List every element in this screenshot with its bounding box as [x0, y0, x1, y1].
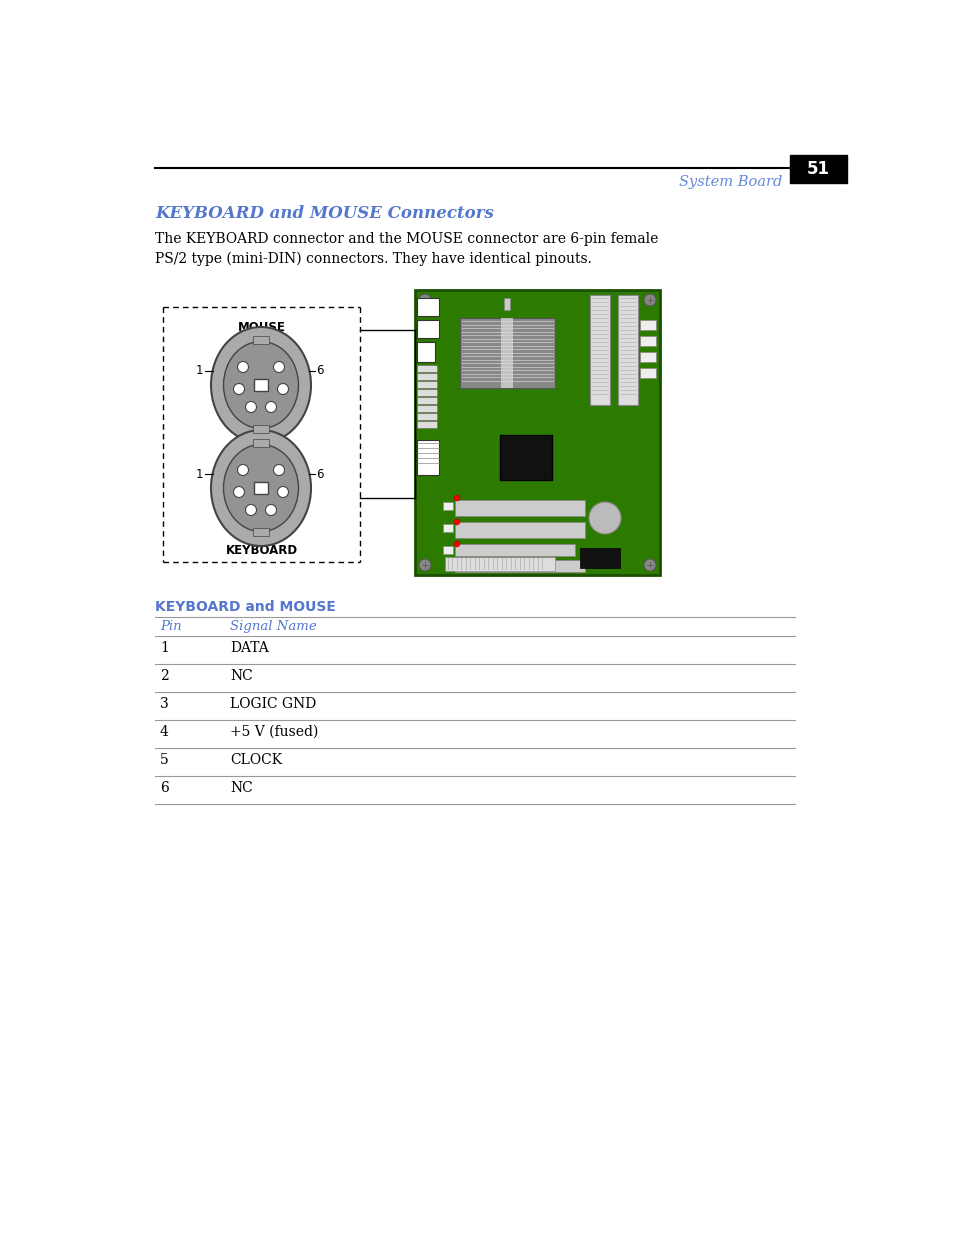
Bar [416, 412, 436, 420]
Text: 2: 2 [160, 669, 169, 683]
Bar [455, 522, 584, 538]
Bar [639, 352, 656, 362]
Bar [415, 290, 659, 576]
Text: KEYBOARD and MOUSE Connectors: KEYBOARD and MOUSE Connectors [154, 205, 494, 222]
Bar [444, 557, 555, 571]
Text: 6: 6 [315, 468, 323, 480]
Bar [639, 368, 656, 378]
Text: 5: 5 [160, 753, 169, 767]
Text: 4: 4 [160, 725, 169, 739]
Bar [455, 543, 575, 556]
Bar [253, 482, 268, 494]
Text: NC: NC [230, 669, 253, 683]
Bar [416, 440, 438, 475]
Bar [416, 389, 436, 396]
Ellipse shape [211, 430, 311, 546]
Text: 1: 1 [195, 364, 203, 378]
Circle shape [454, 495, 459, 501]
Circle shape [265, 505, 276, 515]
Text: +5 V (fused): +5 V (fused) [230, 725, 318, 739]
Circle shape [233, 384, 244, 394]
Bar [253, 527, 269, 536]
Text: NC: NC [230, 781, 253, 795]
Bar [253, 379, 268, 391]
Bar [253, 425, 269, 432]
Text: PS/2 type (mini-DIN) connectors. They have identical pinouts.: PS/2 type (mini-DIN) connectors. They ha… [154, 252, 591, 267]
Circle shape [454, 541, 459, 547]
Circle shape [265, 401, 276, 412]
Text: 3: 3 [160, 697, 169, 711]
Text: The KEYBOARD connector and the MOUSE connector are 6-pin female: The KEYBOARD connector and the MOUSE con… [154, 232, 658, 246]
Text: 6: 6 [315, 364, 323, 378]
Bar [500, 317, 513, 388]
Bar [639, 336, 656, 346]
Bar [416, 405, 436, 412]
Text: 6: 6 [160, 781, 169, 795]
Bar [253, 336, 269, 343]
Ellipse shape [211, 327, 311, 443]
Bar [442, 524, 453, 532]
Text: System Board: System Board [678, 175, 781, 189]
Circle shape [277, 384, 288, 394]
Circle shape [245, 505, 256, 515]
Bar [416, 320, 438, 338]
Bar [253, 438, 269, 447]
Bar [579, 548, 619, 568]
Text: 1: 1 [195, 468, 203, 480]
Bar [416, 366, 436, 372]
Circle shape [237, 362, 248, 373]
Bar [455, 500, 584, 516]
Bar [416, 421, 436, 429]
Circle shape [233, 487, 244, 498]
Bar [503, 298, 510, 310]
Bar [589, 295, 609, 405]
Text: Signal Name: Signal Name [230, 620, 316, 634]
Text: 51: 51 [806, 161, 829, 178]
Text: 1: 1 [160, 641, 169, 655]
Text: DATA: DATA [230, 641, 269, 655]
Text: KEYBOARD: KEYBOARD [225, 543, 297, 557]
Circle shape [454, 519, 459, 525]
Bar [459, 317, 555, 388]
Bar [639, 320, 656, 330]
Bar [789, 156, 846, 183]
Bar [442, 501, 453, 510]
Circle shape [245, 401, 256, 412]
Bar [416, 298, 438, 316]
Circle shape [277, 487, 288, 498]
Circle shape [643, 294, 656, 306]
Text: CLOCK: CLOCK [230, 753, 282, 767]
Circle shape [274, 464, 284, 475]
Circle shape [274, 362, 284, 373]
Bar [416, 373, 436, 380]
Circle shape [237, 464, 248, 475]
Bar [618, 295, 638, 405]
Bar [416, 396, 436, 404]
Circle shape [588, 501, 620, 534]
Bar [455, 559, 584, 572]
Text: Pin: Pin [160, 620, 181, 634]
Circle shape [643, 559, 656, 571]
Bar [416, 342, 435, 362]
Text: MOUSE: MOUSE [237, 321, 285, 333]
Text: LOGIC GND: LOGIC GND [230, 697, 315, 711]
Bar [499, 435, 552, 480]
Bar [416, 382, 436, 388]
Text: KEYBOARD and MOUSE: KEYBOARD and MOUSE [154, 600, 335, 614]
Bar [442, 546, 453, 555]
Circle shape [418, 559, 431, 571]
Circle shape [418, 294, 431, 306]
Ellipse shape [223, 445, 298, 531]
Ellipse shape [223, 342, 298, 429]
